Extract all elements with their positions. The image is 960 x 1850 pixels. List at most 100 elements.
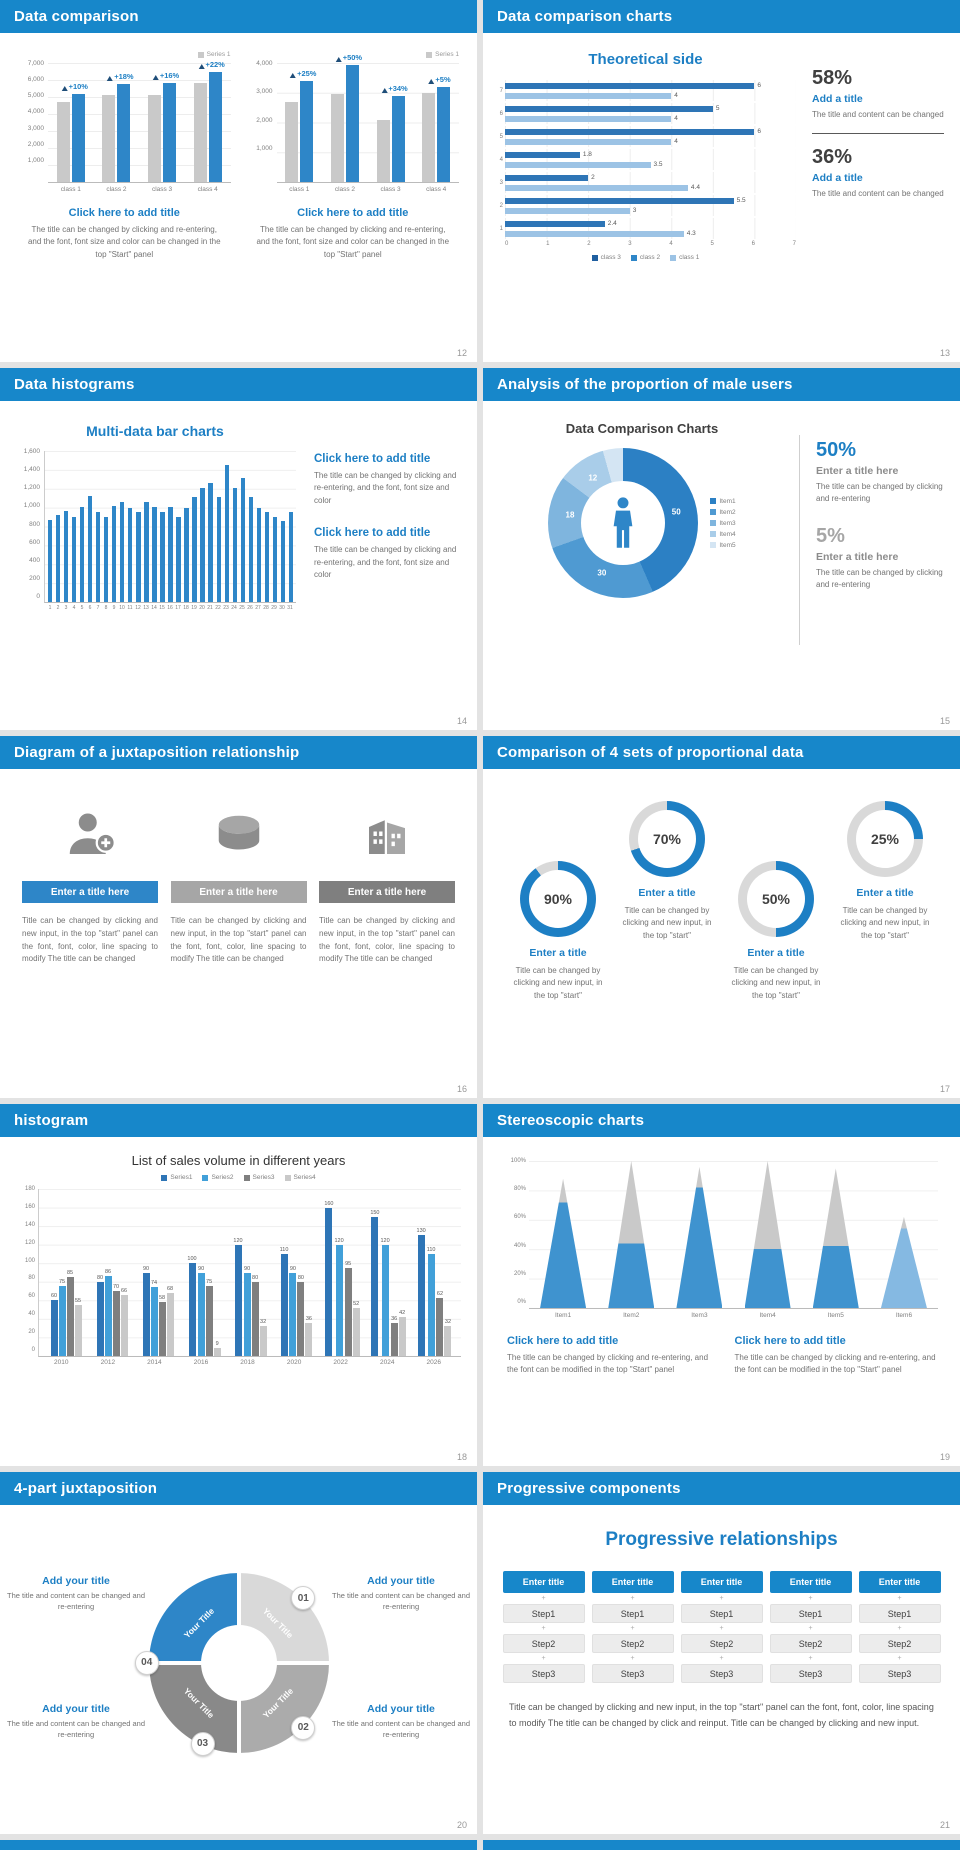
ring-percentage: 25% [870, 831, 900, 847]
bar-row: 2.4 [505, 219, 796, 228]
building-icon [369, 820, 405, 854]
y-tick: 0 [36, 593, 40, 600]
bar-slot [176, 451, 182, 602]
database-icon [171, 805, 307, 867]
bar-row: 2 [505, 173, 796, 182]
x-tick: 10 [119, 605, 125, 611]
bar [371, 1216, 379, 1356]
slide-content: Enter a title here Title can be changed … [0, 769, 477, 966]
block-body: The title can be changed by clicking and… [734, 1353, 936, 1375]
ring-percentage: 90% [543, 891, 573, 907]
legend-label: Item5 [719, 541, 736, 549]
slide-12-data-comparison[interactable]: Data comparison Series 1 7,000 6,000 5,000 4… [0, 0, 477, 362]
value-label: 60 [50, 1293, 58, 1300]
bar [96, 1281, 104, 1356]
text-block: Click here to add title The title can be… [18, 207, 231, 261]
slide-17-proportional-data[interactable]: Comparison of 4 sets of proportional dat… [483, 736, 960, 1098]
stat-percentage: 36% [812, 146, 853, 168]
step-columns: Enter title + Step1 + Step2 + Step3 Enter title… [483, 1571, 960, 1683]
block-title: Click here to add title [734, 1335, 846, 1347]
chart-legend: Series 1 [247, 51, 459, 58]
step-button: Step1 [769, 1604, 852, 1623]
page-number: 19 [939, 1452, 950, 1462]
bar [120, 501, 125, 602]
slide-13-data-comparison-charts[interactable]: Data comparison charts Theoretical side … [483, 0, 960, 362]
y-tick: 60% [513, 1214, 526, 1221]
slide-15-male-users[interactable]: Analysis of the proportion of male users… [483, 368, 960, 730]
ring-percentage: 50% [761, 891, 791, 907]
value-label: 90 [198, 1265, 205, 1272]
plot-area: +25% +50% +34% +5% [276, 53, 459, 183]
horizontal-bar-chart: 7 6 4 6 5 4 5 6 4 4 1.8 3.5 3 2 4.4 2 5.5 3 1 2.4 4.3 [495, 80, 796, 239]
bar-slot: 60 [50, 1189, 58, 1356]
bar [188, 1263, 196, 1356]
value-label: 4.4 [690, 184, 700, 191]
step-button: Step2 [502, 1634, 585, 1653]
bar-slot: 120 [335, 1189, 344, 1356]
bar-slot [192, 451, 198, 602]
cone-slot [802, 1161, 870, 1308]
bar-slot [224, 451, 230, 602]
slide-20-4-part-juxtaposition[interactable]: 4-part juxtaposition Add your title The … [0, 1472, 477, 1834]
donut-panel: Data Comparison Charts 50 30 18 12 Item1 Ite… [493, 421, 791, 645]
bar-slot [240, 451, 246, 602]
page-number: 13 [939, 348, 950, 358]
person-add-icon [69, 813, 116, 854]
stat-percentage: 5% [816, 525, 845, 547]
slide-title: Progressive relationships [605, 1529, 838, 1550]
blue-bar [208, 72, 222, 182]
stats-panel: 58% Add a title The title and content ca… [796, 47, 948, 261]
page-number: 17 [939, 1084, 950, 1094]
building-icon [319, 805, 455, 867]
bar-slot: 95 [344, 1189, 352, 1356]
bar-row: 1.8 [505, 150, 796, 159]
cone-slot [870, 1161, 938, 1308]
value-label: 75 [206, 1279, 213, 1286]
stat-body: The title can be changed by clicking and… [816, 482, 943, 503]
bar [74, 1304, 82, 1356]
partial-next-slide-header [0, 1840, 477, 1850]
stat-title: Enter a title here [816, 465, 899, 477]
gray-bar [330, 94, 344, 182]
feature-column: Enter a title here Title can be changed … [22, 805, 158, 966]
bar [280, 520, 286, 602]
legend-item: Item4 [710, 531, 736, 538]
y-tick: 1,600 [23, 448, 40, 455]
y-tick: 1,000 [27, 156, 44, 164]
bar [259, 1326, 267, 1356]
x-tick: class 4 [197, 186, 218, 193]
slide-18-histogram[interactable]: histogram List of sales volume in differ… [0, 1104, 477, 1466]
stat-percentage: 58% [812, 67, 853, 89]
blue-bar [71, 94, 85, 182]
legend-label: Series4 [293, 1174, 316, 1181]
plot-area [44, 451, 296, 603]
x-tick: class 3 [151, 186, 173, 193]
bar [112, 1291, 120, 1356]
gray-bar [422, 92, 436, 182]
chart-legend: Item1 Item2 Item3 Item4 Item5 [710, 498, 736, 549]
step-button: Step2 [769, 1634, 852, 1653]
category-label: 4 [499, 156, 503, 163]
stat-title: Enter a title here [816, 551, 899, 563]
slide-14-data-histograms[interactable]: Data histograms Multi-data bar charts 1,… [0, 368, 477, 730]
bar-group: 160 120 95 52 [319, 1189, 365, 1356]
slide-16-juxtaposition[interactable]: Diagram of a juxtaposition relationship … [0, 736, 477, 1098]
value-label: 75 [58, 1279, 66, 1286]
block-body: The title and content can be changed and… [331, 1719, 471, 1740]
value-label: 4 [674, 138, 678, 145]
x-tick: 29 [271, 605, 277, 611]
x-tick: 7 [792, 241, 796, 247]
x-tick: 0 [505, 241, 509, 247]
title-banner: Enter a title here [319, 881, 455, 903]
number-badge: 03 [190, 1731, 215, 1756]
bar-group: 110 90 80 36 [273, 1189, 319, 1356]
slide-19-stereoscopic-charts[interactable]: Stereoscopic charts 100% 80% 60% 40% 20% 0% I… [483, 1104, 960, 1466]
value-label: 6 [757, 82, 762, 89]
bar-chart: Series 1 4,000 3,000 2,000 1,000 +25% +50% +34%… [247, 51, 459, 193]
step-column: Enter title + Step1 + Step2 + Step3 [680, 1571, 763, 1683]
bar-slot: 110 [280, 1189, 288, 1356]
slide-21-progressive-components[interactable]: Progressive components Progressive relat… [483, 1472, 960, 1834]
value-label: 90 [142, 1265, 150, 1272]
bar [63, 511, 69, 602]
